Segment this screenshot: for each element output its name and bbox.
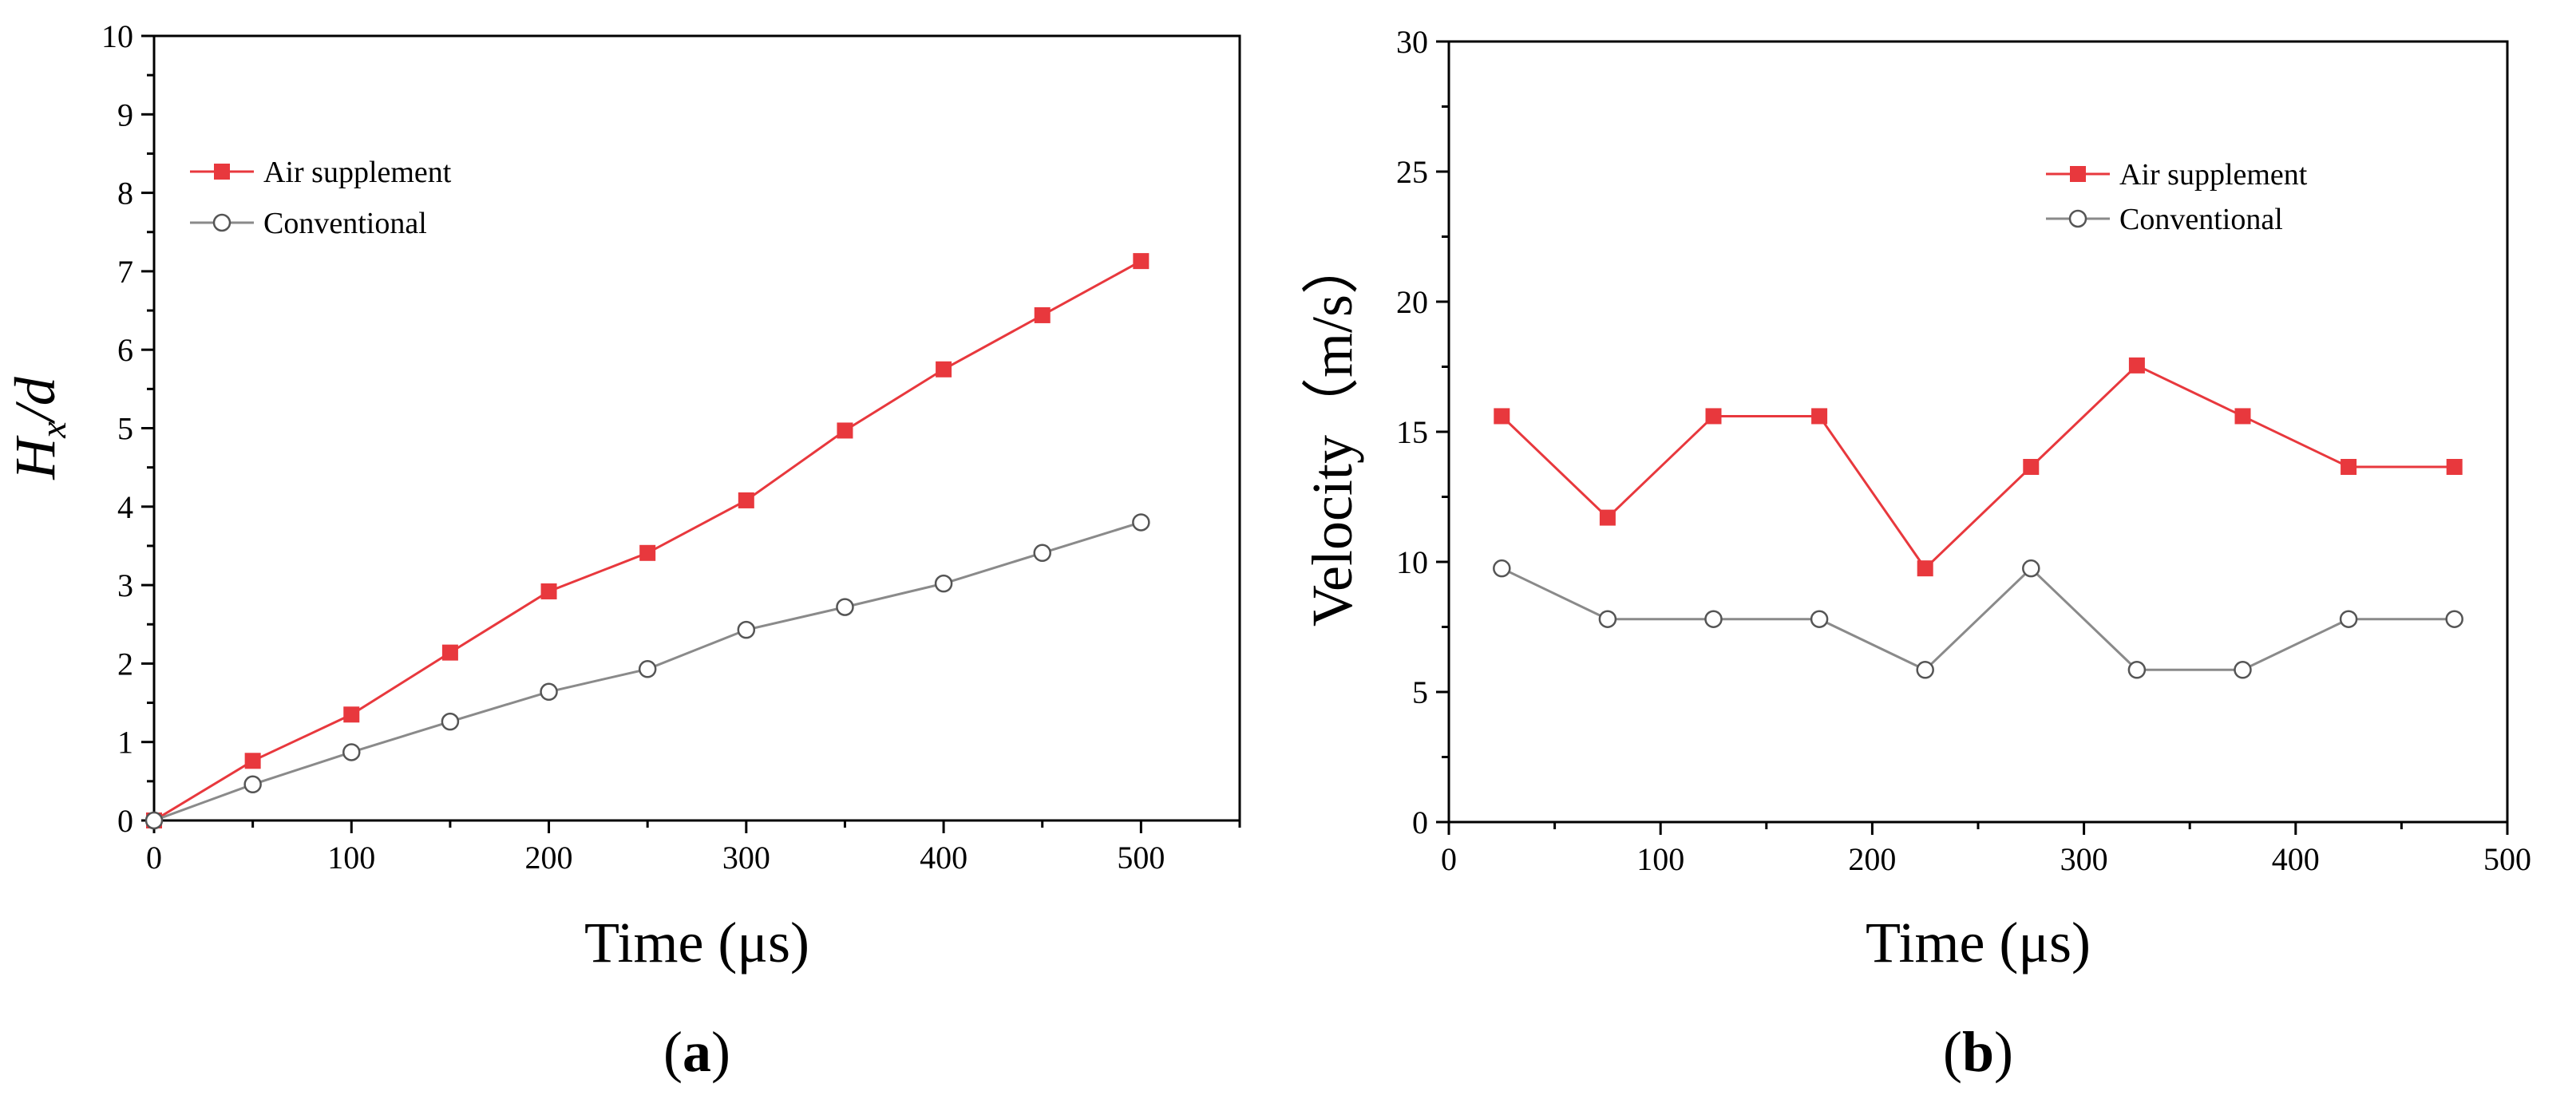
y-tick-label: 4	[117, 489, 133, 525]
data-point-air-supplement	[2341, 459, 2357, 476]
chart-panel-2: 0 100 200 300 400 500 0 5 10 15 20 25 30 Time (μs) Vel…	[1300, 24, 2531, 1084]
y-tick-label: 9	[117, 97, 133, 132]
data-point-conventional	[441, 712, 460, 731]
series-line-air-supplement	[1501, 364, 2455, 571]
y-axis-title: Hx/d	[3, 376, 73, 480]
data-point-air-supplement	[2234, 408, 2251, 425]
y-tick-label: 6	[117, 332, 133, 368]
panel-label: (a)	[663, 1020, 730, 1084]
x-axis-title: Time (μs)	[584, 911, 809, 975]
data-point-conventional	[2022, 559, 2040, 578]
y-tick-label: 25	[1396, 154, 1428, 190]
data-point-conventional	[1704, 610, 1723, 628]
data-point-conventional	[1493, 559, 1511, 578]
data-point-conventional	[1810, 610, 1829, 628]
data-point-air-supplement	[2023, 459, 2040, 476]
y-tick-label: 20	[1396, 284, 1428, 320]
data-point-air-supplement	[1705, 408, 1722, 425]
data-point-conventional	[243, 775, 262, 794]
x-tick-label: 500	[1117, 840, 1165, 876]
y-tick-label: 15	[1396, 414, 1428, 450]
data-point-conventional	[2445, 610, 2463, 628]
chart-panel-1: 0 100 200 300 400 500 0 1 2 3 4 5 6 7 8 9 10 Time (μs) Hx/…	[3, 18, 1241, 1084]
data-point-conventional	[2127, 661, 2147, 679]
data-point-conventional	[934, 574, 953, 593]
data-point-air-supplement	[441, 644, 458, 661]
data-point-air-supplement	[1599, 509, 1616, 526]
data-point-air-supplement	[738, 492, 754, 508]
y-tick-label: 5	[1412, 674, 1428, 710]
data-point-conventional	[1132, 513, 1150, 532]
y-tick-label: 5	[117, 411, 133, 447]
data-point-air-supplement	[2446, 459, 2463, 476]
plot-frame	[1447, 40, 2509, 824]
legend-marker-circle	[212, 213, 231, 232]
data-point-conventional	[1598, 610, 1617, 628]
x-tick-label: 400	[920, 840, 967, 876]
data-point-air-supplement	[2128, 357, 2145, 374]
y-tick-label: 0	[1412, 805, 1428, 840]
data-point-air-supplement	[837, 422, 853, 439]
y-tick-label: 8	[117, 176, 133, 212]
data-point-conventional	[540, 682, 558, 702]
data-point-air-supplement	[936, 361, 952, 378]
y-tick-label: 10	[101, 18, 133, 54]
data-point-conventional	[1033, 544, 1051, 563]
y-tick-label: 0	[117, 803, 133, 839]
x-tick-label: 500	[2483, 841, 2531, 877]
y-axis-title: Velocity（m/s）	[1300, 237, 1364, 627]
data-point-conventional	[342, 743, 361, 761]
y-tick-label: 7	[117, 254, 133, 290]
data-point-conventional	[144, 811, 164, 830]
x-tick-label: 300	[2060, 841, 2108, 877]
x-tick-label: 100	[1636, 841, 1684, 877]
y-tick-label: 1	[117, 725, 133, 761]
panel-label: (b)	[1943, 1020, 2013, 1084]
series-line-air-supplement	[153, 259, 1142, 822]
legend-marker-square	[2070, 166, 2086, 182]
legend-label-air-supplement: Air supplement	[2119, 158, 2308, 192]
data-point-conventional	[1916, 661, 1934, 679]
series-line-conventional	[1501, 567, 2455, 672]
legend-label-conventional: Conventional	[263, 207, 427, 240]
data-point-conventional	[2234, 661, 2252, 679]
legend-label-air-supplement: Air supplement	[263, 156, 452, 189]
data-point-air-supplement	[1494, 408, 1510, 425]
data-point-air-supplement	[1811, 408, 1828, 425]
y-tick-label: 3	[117, 567, 133, 603]
data-point-conventional	[836, 598, 854, 616]
data-point-air-supplement	[1133, 253, 1150, 270]
data-point-conventional	[2339, 610, 2358, 628]
legend-marker-circle	[2068, 209, 2087, 228]
legend-label-conventional: Conventional	[2119, 203, 2283, 236]
data-point-air-supplement	[1917, 560, 1933, 577]
plot-frame	[152, 34, 1241, 822]
y-tick-label: 2	[117, 646, 133, 682]
y-tick-label: 10	[1396, 544, 1428, 580]
legend-marker-square	[214, 164, 230, 180]
data-point-conventional	[737, 620, 756, 639]
x-tick-label: 300	[722, 840, 770, 876]
data-point-air-supplement	[1034, 306, 1051, 323]
data-point-air-supplement	[343, 706, 360, 723]
data-point-air-supplement	[540, 583, 557, 599]
x-tick-label: 0	[1441, 841, 1457, 877]
x-axis-title: Time (μs)	[1866, 911, 2091, 975]
data-point-conventional	[638, 660, 657, 678]
x-tick-label: 0	[146, 840, 162, 876]
x-tick-label: 100	[327, 840, 375, 876]
data-point-air-supplement	[639, 544, 656, 561]
x-tick-label: 200	[525, 840, 573, 876]
x-tick-label: 400	[2272, 841, 2320, 877]
data-point-air-supplement	[244, 753, 261, 769]
y-tick-label: 30	[1396, 24, 1428, 60]
x-tick-label: 200	[1848, 841, 1896, 877]
